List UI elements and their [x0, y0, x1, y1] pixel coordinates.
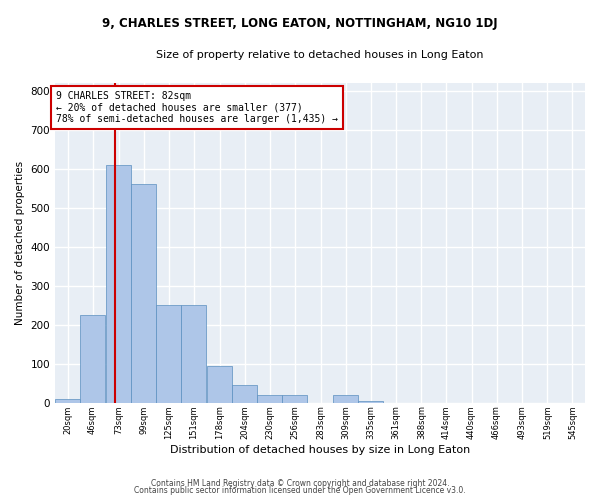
Text: 9 CHARLES STREET: 82sqm
← 20% of detached houses are smaller (377)
78% of semi-d: 9 CHARLES STREET: 82sqm ← 20% of detache…: [56, 91, 338, 124]
Bar: [131, 184, 156, 402]
Bar: [106, 165, 131, 402]
Bar: [232, 385, 257, 402]
Bar: [156, 305, 181, 402]
Text: Contains HM Land Registry data © Crown copyright and database right 2024.: Contains HM Land Registry data © Crown c…: [151, 478, 449, 488]
Bar: [282, 395, 307, 402]
Bar: [257, 395, 282, 402]
Bar: [80, 315, 105, 402]
Bar: [207, 366, 232, 403]
Y-axis label: Number of detached properties: Number of detached properties: [15, 161, 25, 325]
Bar: [333, 395, 358, 402]
Title: Size of property relative to detached houses in Long Eaton: Size of property relative to detached ho…: [156, 50, 484, 60]
Text: Contains public sector information licensed under the Open Government Licence v3: Contains public sector information licen…: [134, 486, 466, 495]
Text: 9, CHARLES STREET, LONG EATON, NOTTINGHAM, NG10 1DJ: 9, CHARLES STREET, LONG EATON, NOTTINGHA…: [102, 18, 498, 30]
Bar: [358, 400, 383, 402]
X-axis label: Distribution of detached houses by size in Long Eaton: Distribution of detached houses by size …: [170, 445, 470, 455]
Bar: [181, 305, 206, 402]
Bar: [55, 399, 80, 402]
